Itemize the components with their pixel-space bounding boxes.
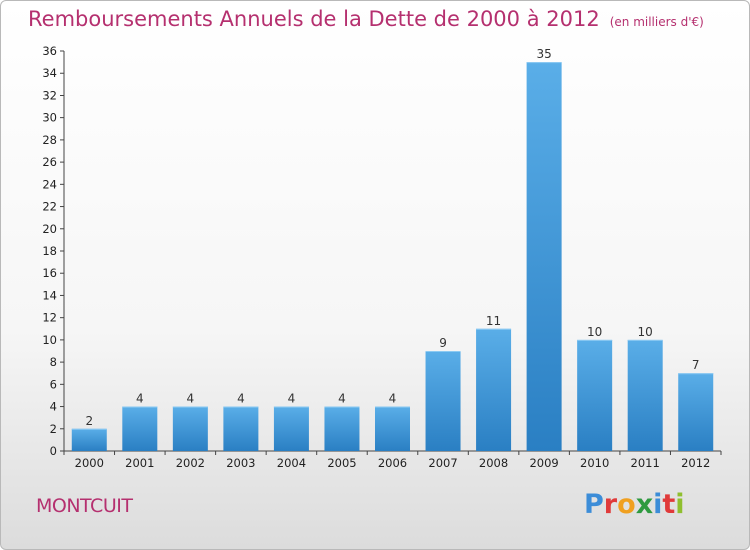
data-label: 11 [486, 314, 501, 328]
x-tick-label: 2007 [428, 456, 457, 470]
data-label: 4 [237, 392, 245, 406]
bar [375, 406, 410, 451]
data-label: 10 [638, 325, 653, 339]
bar-top-edge [172, 406, 208, 408]
x-tick-label: 2005 [327, 456, 356, 470]
bar-top-edge [425, 351, 461, 352]
y-tick-label: 16 [42, 266, 57, 280]
y-tick-label: 0 [50, 444, 57, 458]
bar [324, 406, 360, 451]
x-tick-label: 2006 [378, 456, 407, 470]
chart-title: Remboursements Annuels de la Dette de 20… [28, 7, 704, 31]
y-tick-label: 8 [50, 355, 57, 369]
y-tick-label: 2 [50, 422, 57, 436]
x-tick-label: 2009 [529, 456, 558, 470]
data-label: 4 [338, 392, 346, 406]
data-label: 4 [187, 392, 195, 406]
bar [526, 62, 562, 451]
x-tick-label: 2000 [75, 456, 104, 470]
bar-top-edge [577, 339, 613, 341]
data-label: 10 [587, 325, 602, 339]
bar-top-edge [678, 373, 714, 375]
x-tick-label: 2001 [125, 456, 154, 470]
proxiti-logo: Proxiti [584, 489, 685, 520]
bar [273, 406, 309, 451]
bar [577, 339, 613, 451]
y-tick-label: 32 [42, 88, 57, 102]
bar [627, 339, 663, 451]
logo-letter: o [617, 489, 636, 520]
y-tick-label: 30 [42, 111, 57, 125]
logo-letter: r [603, 489, 618, 520]
x-tick-label: 2008 [479, 456, 508, 470]
bar-top-edge [71, 428, 107, 430]
data-label: 4 [136, 392, 144, 406]
y-tick-label: 10 [42, 333, 57, 347]
bar [425, 351, 461, 451]
bar-top-edge [273, 406, 309, 408]
bar [223, 406, 259, 451]
logo-letter: P [584, 489, 604, 520]
y-tick-label: 4 [50, 400, 57, 414]
bar-top-edge [476, 328, 512, 330]
data-label: 2 [85, 414, 93, 428]
x-tick-label: 2004 [277, 456, 306, 470]
chart-subtitle: (en milliers d'€) [609, 15, 704, 29]
bar [71, 428, 107, 451]
bar [172, 406, 208, 451]
data-label: 4 [389, 392, 397, 406]
data-label: 7 [692, 358, 700, 372]
y-tick-label: 6 [50, 377, 57, 391]
data-label: 35 [536, 47, 551, 61]
y-tick-label: 24 [42, 177, 57, 191]
bar-top-edge [122, 406, 158, 408]
logo-letter: i [675, 489, 685, 520]
y-tick-label: 28 [42, 133, 57, 147]
bar [476, 328, 512, 451]
bar [678, 373, 714, 451]
y-tick-label: 34 [42, 66, 57, 80]
logo-letter: x [635, 489, 654, 520]
chart-title-text: Remboursements Annuels de la Dette de 20… [28, 7, 600, 31]
x-tick-label: 2010 [580, 456, 609, 470]
bar-top-edge [223, 406, 259, 408]
logo-letter: t [662, 489, 676, 520]
y-tick-label: 36 [42, 44, 57, 58]
x-tick-label: 2012 [681, 456, 710, 470]
bar-top-edge [375, 406, 410, 408]
bar-top-edge [627, 339, 663, 341]
y-tick-label: 22 [42, 200, 57, 214]
logo-letter: i [653, 489, 663, 520]
city-name: MONTCUIT [36, 495, 133, 517]
y-tick-label: 26 [42, 155, 57, 169]
bar [122, 406, 158, 451]
y-tick-label: 12 [42, 311, 57, 325]
bar-top-edge [324, 406, 360, 408]
bar-top-edge [526, 62, 562, 64]
x-tick-label: 2011 [631, 456, 660, 470]
y-tick-label: 14 [42, 288, 57, 302]
x-tick-label: 2003 [226, 456, 255, 470]
y-tick-label: 20 [42, 222, 57, 236]
data-label: 9 [439, 336, 447, 350]
data-label: 4 [288, 392, 296, 406]
y-tick-label: 18 [42, 244, 57, 258]
x-tick-label: 2002 [176, 456, 205, 470]
